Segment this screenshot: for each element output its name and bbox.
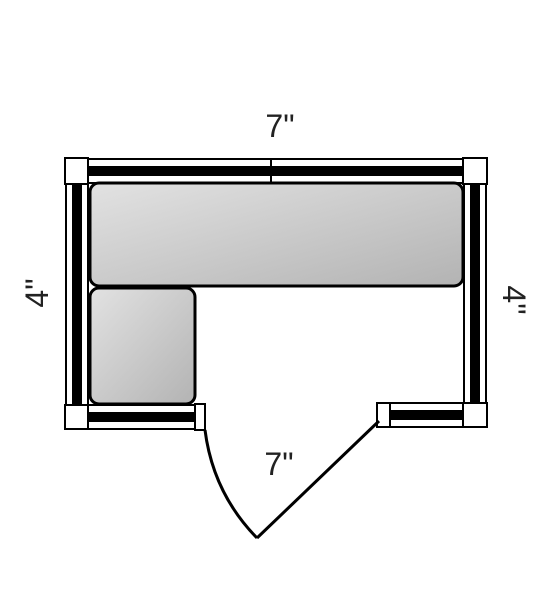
right-depth-label: 4" [496, 285, 532, 314]
bottom-left-wall [87, 404, 197, 430]
door-swing-arc [203, 429, 259, 540]
left-wall [65, 183, 89, 407]
corner-post-top-right [462, 157, 488, 185]
corner-post-bottom-left [64, 404, 89, 430]
shelf-back-run [88, 181, 465, 288]
top-wall [86, 158, 464, 184]
right-wall [463, 183, 487, 404]
door-leaf [255, 419, 381, 540]
shelf-left-run [88, 286, 197, 406]
door-width-label: 7" [264, 446, 293, 482]
top-width-label: 7" [265, 108, 294, 144]
door-jamb-left [194, 403, 206, 431]
bottom-right-wall [389, 402, 464, 428]
corner-post-bottom-right [462, 402, 488, 428]
left-depth-label: 4" [19, 278, 55, 307]
corner-post-top-left [64, 157, 89, 185]
door-jamb-right [376, 402, 391, 428]
